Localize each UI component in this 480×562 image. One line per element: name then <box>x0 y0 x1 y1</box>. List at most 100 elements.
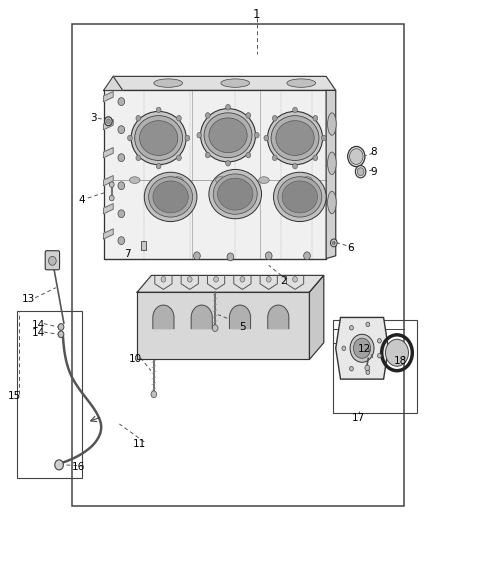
Circle shape <box>55 460 63 470</box>
Circle shape <box>272 155 277 161</box>
Bar <box>72 24 404 506</box>
Circle shape <box>151 391 157 397</box>
Ellipse shape <box>274 172 326 221</box>
Circle shape <box>342 346 346 351</box>
Circle shape <box>304 252 311 260</box>
Polygon shape <box>104 229 113 239</box>
Circle shape <box>177 155 181 161</box>
Circle shape <box>240 277 245 282</box>
Circle shape <box>214 277 218 282</box>
Circle shape <box>293 164 298 169</box>
Polygon shape <box>153 305 174 329</box>
Text: 10: 10 <box>129 355 142 365</box>
Circle shape <box>377 353 381 358</box>
Polygon shape <box>113 76 336 90</box>
Polygon shape <box>104 175 113 185</box>
Polygon shape <box>310 275 324 360</box>
Ellipse shape <box>271 116 319 161</box>
Polygon shape <box>104 203 113 214</box>
Text: 14: 14 <box>31 320 45 330</box>
Circle shape <box>212 325 218 332</box>
Polygon shape <box>191 305 212 329</box>
Circle shape <box>109 182 114 187</box>
Circle shape <box>109 195 114 201</box>
Circle shape <box>246 112 251 118</box>
Bar <box>333 320 417 413</box>
Ellipse shape <box>259 176 269 183</box>
Circle shape <box>205 152 210 158</box>
Polygon shape <box>137 275 324 292</box>
Circle shape <box>348 147 365 167</box>
Ellipse shape <box>201 108 255 162</box>
Circle shape <box>58 331 64 338</box>
Circle shape <box>118 98 125 106</box>
Circle shape <box>197 133 202 138</box>
Circle shape <box>366 370 370 374</box>
Circle shape <box>264 135 269 141</box>
Ellipse shape <box>172 176 183 183</box>
Circle shape <box>118 154 125 162</box>
Text: 8: 8 <box>371 147 377 157</box>
Ellipse shape <box>154 79 182 87</box>
Circle shape <box>293 277 298 282</box>
Ellipse shape <box>276 121 314 156</box>
Circle shape <box>128 135 132 141</box>
Circle shape <box>355 166 366 178</box>
Circle shape <box>377 338 381 343</box>
Circle shape <box>350 334 374 362</box>
Polygon shape <box>104 90 326 259</box>
Polygon shape <box>104 92 113 102</box>
Ellipse shape <box>209 118 247 153</box>
Polygon shape <box>229 305 251 329</box>
Circle shape <box>246 152 251 158</box>
Ellipse shape <box>149 176 192 217</box>
FancyBboxPatch shape <box>45 251 60 270</box>
Circle shape <box>227 253 234 261</box>
Circle shape <box>226 105 230 110</box>
Ellipse shape <box>216 176 226 183</box>
Circle shape <box>265 252 272 260</box>
Text: 1: 1 <box>253 8 261 21</box>
Circle shape <box>136 155 141 161</box>
Circle shape <box>118 126 125 134</box>
Text: 11: 11 <box>133 438 146 448</box>
Ellipse shape <box>209 169 262 219</box>
Bar <box>17 311 82 478</box>
Ellipse shape <box>327 113 336 135</box>
Circle shape <box>48 256 56 265</box>
Bar <box>141 241 146 250</box>
Circle shape <box>349 325 353 330</box>
Ellipse shape <box>153 181 188 213</box>
Circle shape <box>161 277 166 282</box>
Circle shape <box>185 135 190 141</box>
Circle shape <box>226 161 230 166</box>
Ellipse shape <box>131 111 186 165</box>
Ellipse shape <box>204 113 252 158</box>
Circle shape <box>187 277 192 282</box>
Ellipse shape <box>140 121 178 156</box>
Circle shape <box>385 339 408 366</box>
Circle shape <box>118 237 125 244</box>
Circle shape <box>118 182 125 189</box>
Circle shape <box>156 164 161 169</box>
Circle shape <box>107 119 110 124</box>
Circle shape <box>105 117 112 126</box>
Circle shape <box>193 252 200 260</box>
Circle shape <box>313 115 318 121</box>
Ellipse shape <box>217 178 253 210</box>
Polygon shape <box>268 305 289 329</box>
Ellipse shape <box>135 116 182 161</box>
Polygon shape <box>104 120 113 130</box>
Ellipse shape <box>213 174 257 214</box>
Circle shape <box>118 210 125 217</box>
Text: 17: 17 <box>352 413 365 423</box>
Ellipse shape <box>287 79 316 87</box>
Ellipse shape <box>221 79 250 87</box>
Circle shape <box>58 324 64 330</box>
Circle shape <box>365 365 370 371</box>
Circle shape <box>156 107 161 113</box>
Circle shape <box>366 322 370 327</box>
Text: 2: 2 <box>280 276 287 286</box>
Text: 7: 7 <box>124 249 131 259</box>
Text: 6: 6 <box>347 243 353 253</box>
